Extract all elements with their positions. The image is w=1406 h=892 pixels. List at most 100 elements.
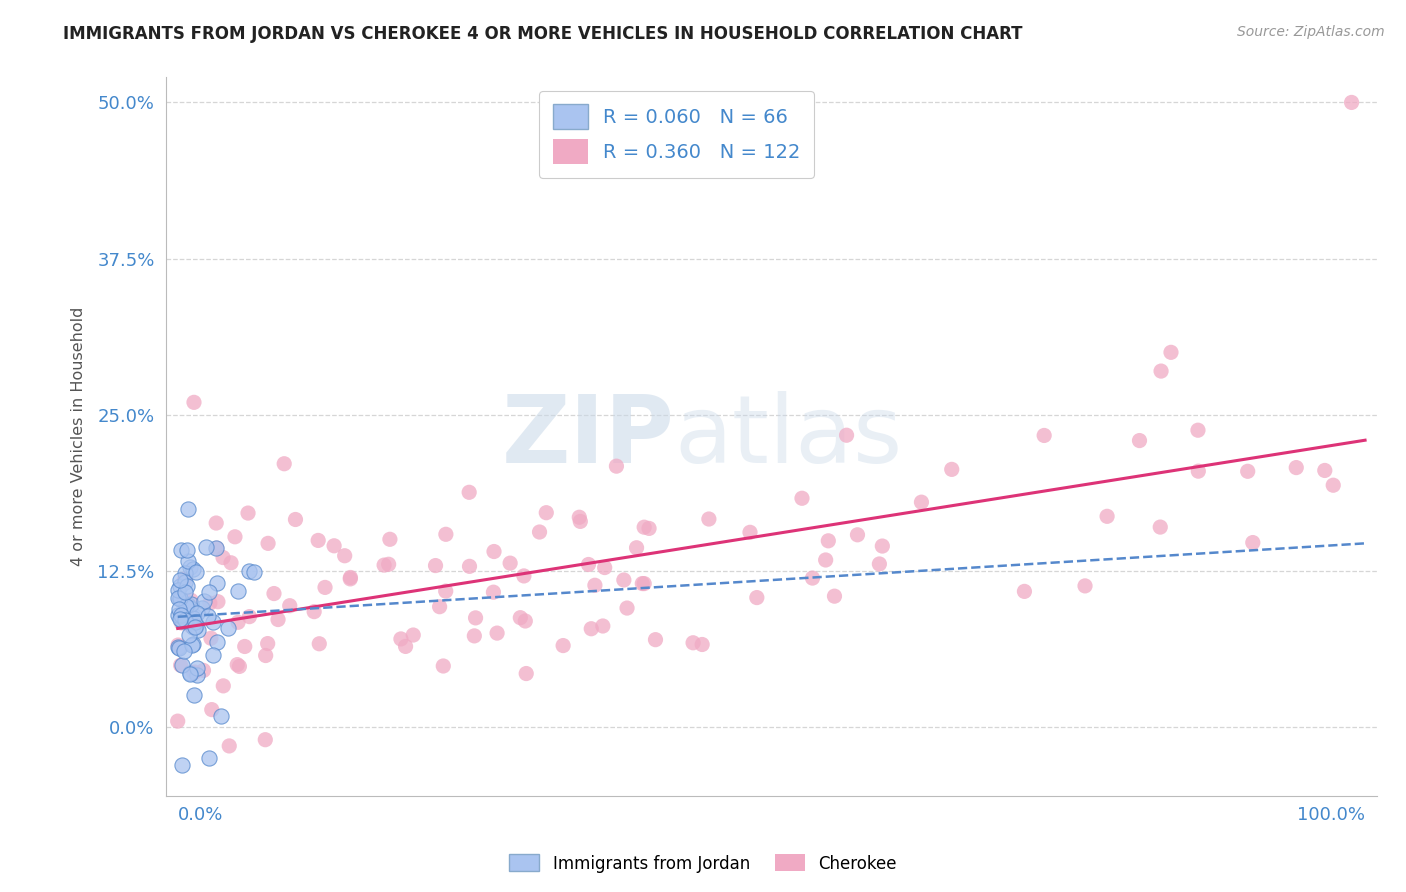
Point [194,540,217,554]
Point [464,611,486,625]
Point [186,619,208,633]
Point [323,539,346,553]
Point [205,541,228,556]
Point [169,591,191,606]
Point [176,579,198,593]
Point [167,608,190,623]
Point [515,614,537,628]
Point [284,512,307,526]
Point [429,599,451,614]
Point [458,485,481,500]
Point [1149,520,1171,534]
Point [633,576,655,591]
Point [173,573,195,587]
Point [339,570,361,584]
Point [218,739,240,753]
Point [183,609,205,624]
Point [389,632,412,646]
Point [166,640,188,654]
Point [690,638,713,652]
Point [314,581,336,595]
Point [499,556,522,570]
Point [212,550,235,565]
Point [1150,364,1173,378]
Y-axis label: 4 or more Vehicles in Household: 4 or more Vehicles in Household [72,307,86,566]
Point [515,666,537,681]
Point [193,664,215,678]
Point [339,572,361,586]
Point [458,559,481,574]
Point [644,632,666,647]
Point [254,648,277,663]
Point [267,613,290,627]
Point [633,520,655,534]
Point [373,558,395,573]
Point [174,566,197,580]
Point [191,601,214,615]
Point [181,620,204,634]
Text: ZIP: ZIP [502,391,675,483]
Point [1313,463,1336,477]
Point [198,751,221,765]
Point [434,584,457,599]
Point [872,539,894,553]
Point [835,428,858,442]
Point [1285,460,1308,475]
Point [302,605,325,619]
Point [207,635,229,649]
Point [402,628,425,642]
Point [167,640,190,655]
Point [605,459,627,474]
Point [176,598,198,612]
Point [179,560,201,574]
Point [613,573,636,587]
Point [1160,345,1182,359]
Point [226,615,249,630]
Point [263,586,285,600]
Point [186,667,208,681]
Point [184,615,207,629]
Point [205,516,228,530]
Point [626,541,648,555]
Point [1014,584,1036,599]
Point [631,576,654,591]
Point [209,709,232,723]
Text: atlas: atlas [675,391,903,483]
Point [434,527,457,541]
Point [173,575,195,590]
Point [179,601,201,615]
Point [170,614,193,628]
Point [257,536,280,550]
Point [238,609,260,624]
Point [592,619,614,633]
Point [174,613,197,627]
Point [1095,509,1118,524]
Point [170,615,193,630]
Point [824,589,846,603]
Point [173,644,195,658]
Point [224,530,246,544]
Point [238,565,260,579]
Point [179,667,201,681]
Point [583,578,606,592]
Point [1128,434,1150,448]
Point [513,569,536,583]
Point [169,612,191,626]
Point [638,521,661,535]
Point [486,626,509,640]
Point [536,506,558,520]
Point [180,593,202,607]
Point [482,544,505,558]
Text: 100.0%: 100.0% [1298,805,1365,824]
Point [170,608,193,623]
Point [868,557,890,571]
Point [814,553,837,567]
Point [378,533,401,547]
Point [184,665,207,679]
Text: Source: ZipAtlas.com: Source: ZipAtlas.com [1237,25,1385,39]
Point [202,615,225,629]
Point [236,506,259,520]
Point [509,610,531,624]
Point [200,632,222,646]
Point [910,495,932,509]
